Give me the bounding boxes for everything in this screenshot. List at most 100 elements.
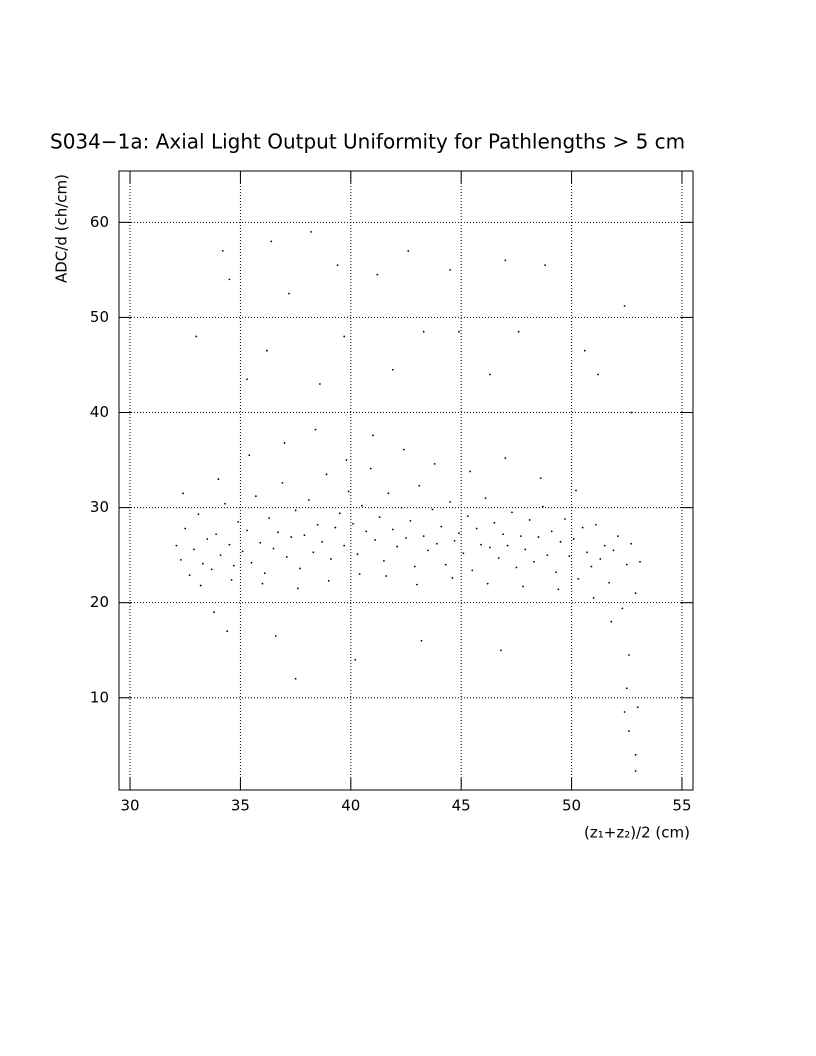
point (416, 583, 418, 586)
point (422, 535, 425, 538)
point (599, 558, 602, 560)
point (268, 517, 271, 519)
point (396, 545, 399, 548)
point (226, 630, 229, 633)
point (628, 730, 630, 732)
point (539, 477, 542, 480)
point (241, 550, 244, 553)
point (224, 502, 226, 505)
point (488, 373, 491, 376)
point (391, 528, 394, 531)
point (358, 573, 361, 576)
point (250, 561, 253, 564)
point (608, 581, 611, 584)
point (444, 563, 447, 566)
point (371, 434, 374, 437)
point (524, 548, 527, 551)
point (314, 428, 317, 431)
chart-title: S034−1a: Axial Light Output Uniformity f… (50, 130, 685, 154)
point (184, 527, 187, 530)
point (387, 492, 390, 495)
point (623, 711, 626, 713)
point (285, 556, 288, 558)
y-tick-label: 10 (90, 688, 109, 706)
point (206, 538, 209, 540)
point (213, 611, 215, 614)
point (418, 484, 421, 487)
point (625, 563, 628, 566)
point (312, 551, 315, 554)
point (590, 565, 593, 568)
point (299, 567, 301, 570)
point (586, 551, 588, 554)
point (199, 584, 202, 587)
y-tick-label: 50 (90, 308, 109, 326)
point (497, 557, 500, 559)
point (219, 554, 222, 557)
point (330, 558, 332, 560)
point (634, 753, 637, 756)
point (374, 539, 376, 541)
point (488, 546, 491, 549)
point (325, 473, 328, 476)
point (592, 597, 595, 599)
point (436, 542, 438, 545)
point (400, 506, 403, 509)
point (486, 582, 489, 585)
point (345, 459, 348, 461)
x-tick-label: 50 (562, 797, 581, 815)
point (290, 536, 293, 538)
y-tick-label: 60 (90, 213, 109, 231)
point (544, 264, 546, 267)
point (431, 508, 434, 511)
point (625, 687, 628, 690)
point (175, 544, 178, 547)
point (354, 658, 357, 661)
point (453, 539, 456, 542)
point (409, 520, 412, 522)
point (466, 515, 469, 518)
point (217, 478, 220, 480)
point (546, 554, 549, 557)
x-tick-label: 35 (231, 797, 250, 815)
x-axis-label: (z₁+z₂)/2 (cm) (584, 824, 690, 842)
point (458, 532, 460, 535)
point (270, 240, 273, 243)
point (541, 505, 544, 508)
point (422, 330, 425, 333)
point (462, 552, 465, 555)
point (283, 442, 286, 444)
y-tick-label: 40 (90, 403, 109, 421)
point (630, 411, 633, 414)
point (263, 572, 266, 575)
point (504, 259, 507, 262)
point (336, 264, 339, 267)
point (201, 562, 204, 565)
point (493, 521, 496, 524)
point (484, 497, 487, 499)
point (568, 555, 571, 557)
point (433, 462, 436, 465)
point (575, 489, 577, 492)
point (636, 706, 639, 709)
point (343, 544, 346, 547)
point (557, 588, 560, 591)
point (623, 305, 626, 307)
point (360, 504, 363, 507)
point (572, 538, 575, 540)
point (294, 509, 297, 512)
x-tick-label: 30 (120, 797, 139, 815)
point (612, 549, 615, 552)
point (195, 335, 198, 338)
point (294, 677, 297, 680)
y-axis-label: ADC/d (ch/cm) (53, 174, 71, 283)
point (413, 565, 416, 568)
point (583, 349, 586, 352)
point (500, 649, 502, 652)
point (274, 635, 277, 637)
point (603, 544, 606, 547)
point (639, 560, 641, 563)
point (451, 577, 454, 579)
